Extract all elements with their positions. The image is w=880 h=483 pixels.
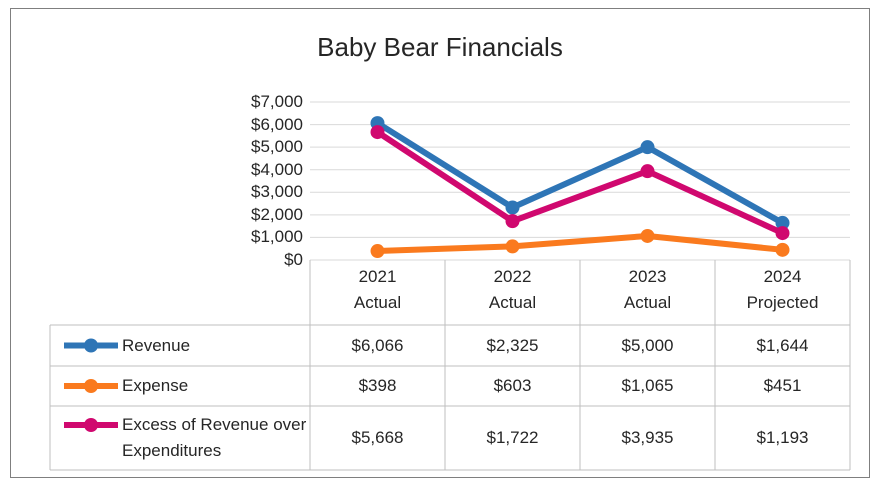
data-point	[505, 214, 520, 229]
table-value: $451	[763, 376, 802, 395]
table-value: $1,193	[756, 428, 809, 447]
legend-marker	[84, 379, 98, 393]
x-tick-label: 2021 Actual	[353, 267, 402, 312]
table-value: $6,066	[351, 335, 404, 355]
table-value: $5,668	[351, 428, 404, 447]
data-point	[370, 244, 385, 259]
table-value: $3,935	[621, 428, 674, 447]
legend-marker	[84, 338, 98, 353]
table-value: $2,325	[486, 335, 539, 355]
legend-label: Excess of Revenue over Expenditures	[122, 415, 307, 460]
y-tick-label: $0	[284, 250, 303, 269]
data-point	[775, 215, 790, 230]
legend-marker	[84, 418, 98, 432]
chart-title: Baby Bear Financials	[317, 32, 563, 62]
y-tick-label: $2,000	[251, 204, 303, 224]
chart-border	[10, 8, 870, 478]
data-point	[640, 140, 655, 155]
x-tick-label: 2024 Projected	[746, 267, 819, 312]
y-tick-label: $1,000	[251, 227, 303, 247]
x-tick-label: 2023 Actual	[623, 267, 672, 312]
series-line	[375, 120, 784, 226]
y-tick-label: $7,000	[251, 92, 303, 111]
y-tick-label: $5,000	[251, 137, 303, 157]
y-tick-label: $3,000	[251, 182, 303, 202]
series-line	[377, 232, 783, 255]
data-point	[370, 125, 385, 140]
table-value: $1,065	[621, 376, 674, 395]
legend-label: Revenue	[122, 335, 191, 355]
table-value: $5,000	[621, 335, 674, 355]
data-point	[775, 242, 790, 257]
table-value: $603	[493, 376, 532, 395]
data-point	[775, 226, 790, 241]
y-tick-label: $4,000	[251, 159, 303, 179]
x-tick-label: 2022 Actual	[488, 267, 537, 312]
data-point	[505, 239, 520, 254]
table-value: $1,722	[486, 428, 539, 447]
y-tick-label: $6,000	[251, 114, 303, 134]
data-point	[505, 200, 520, 215]
data-point	[640, 228, 655, 243]
table-value: $398	[358, 376, 397, 395]
series-line	[375, 129, 784, 236]
data-point	[640, 164, 655, 179]
legend-label: Expense	[122, 376, 189, 395]
table-value: $1,644	[756, 335, 809, 355]
